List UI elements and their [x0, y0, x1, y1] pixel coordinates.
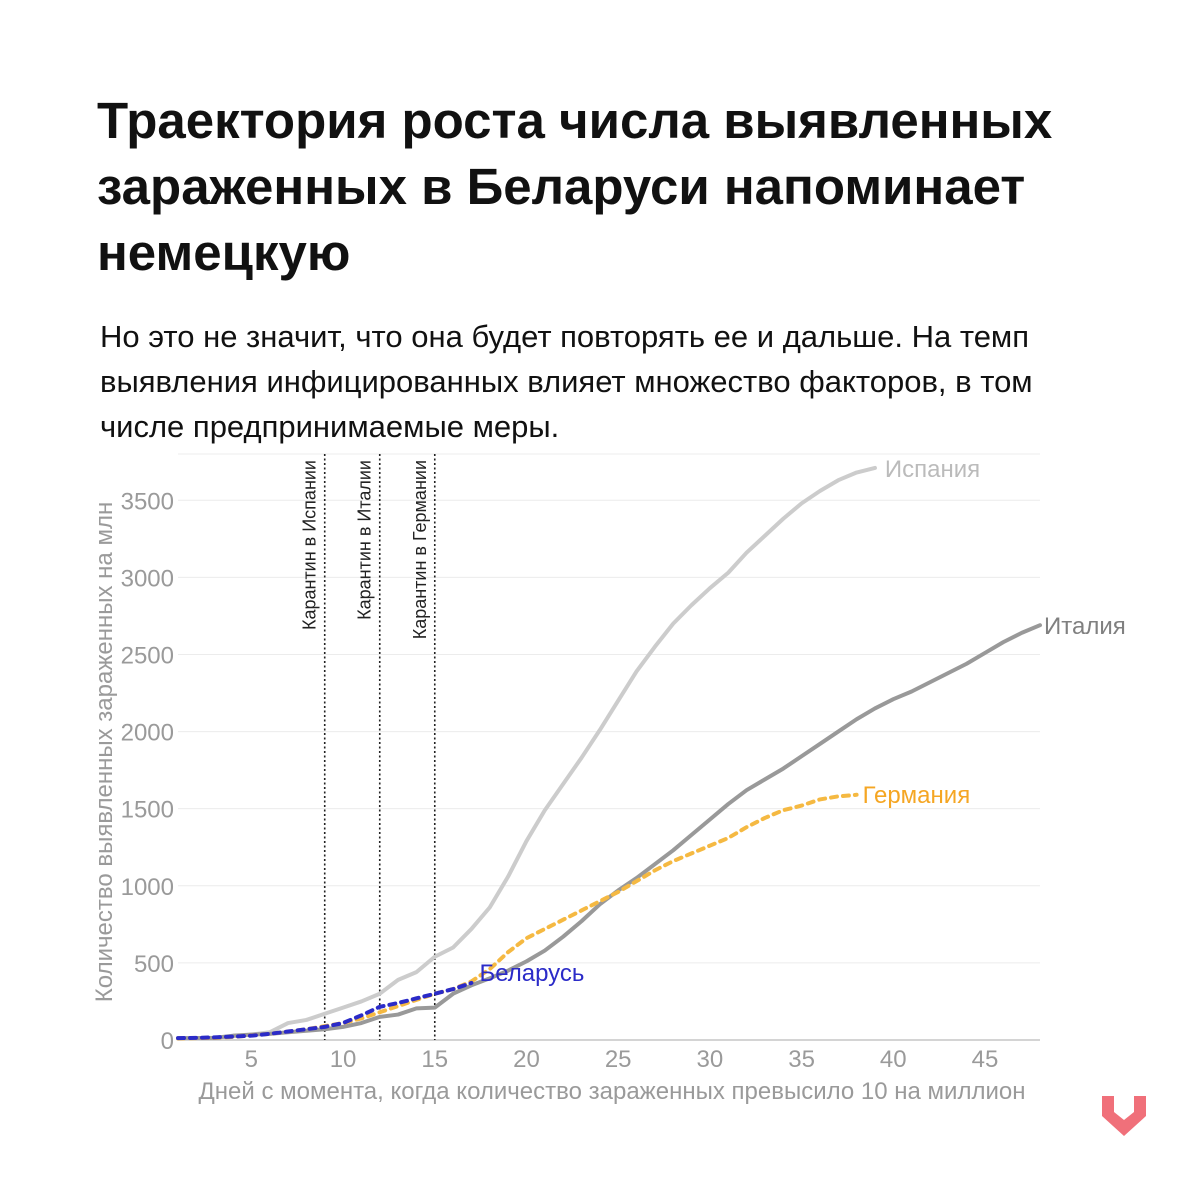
page-subtitle: Но это не значит, что она будет повторят… [100, 319, 1033, 444]
y-tick-label: 3500 [121, 488, 174, 515]
y-tick-label: 2500 [121, 642, 174, 669]
x-tick-label: 15 [421, 1046, 448, 1073]
x-tick-label: 20 [513, 1046, 540, 1073]
page-title: Траектория роста числа выявленных зараже… [97, 92, 1053, 281]
quarantine-label: Карантин в Италии [355, 460, 375, 620]
y-axis-title: Количество выявленных зараженных на млн [91, 502, 118, 1002]
series-label: Италия [1044, 613, 1126, 640]
series-line-Германия [176, 792, 859, 1041]
x-tick-label: 35 [788, 1046, 815, 1073]
series-line-Испания [176, 465, 877, 1041]
y-tick-label: 2000 [121, 720, 174, 747]
x-tick-label: 30 [697, 1046, 724, 1073]
x-tick-label: 10 [330, 1046, 357, 1073]
series-label: Беларусь [479, 960, 584, 987]
y-tick-label: 0 [161, 1028, 174, 1055]
series-label: Германия [863, 782, 971, 809]
quarantine-label: Карантин в Германии [410, 460, 430, 639]
series-line-Италия [176, 623, 1042, 1041]
series-label: Испания [885, 456, 980, 483]
down-arrow-logo-icon [1102, 1096, 1146, 1136]
y-tick-label: 1000 [121, 874, 174, 901]
x-tick-label: 45 [972, 1046, 999, 1073]
y-tick-label: 1500 [121, 797, 174, 824]
series-line-Беларусь [176, 980, 474, 1041]
x-tick-label: 40 [880, 1046, 907, 1073]
y-tick-label: 3000 [121, 565, 174, 592]
x-tick-label: 5 [245, 1046, 258, 1073]
x-tick-label: 25 [605, 1046, 632, 1073]
x-axis-title: Дней с момента, когда количество заражен… [199, 1078, 1026, 1105]
quarantine-label: Карантин в Испании [300, 460, 320, 630]
y-tick-label: 500 [134, 951, 174, 978]
